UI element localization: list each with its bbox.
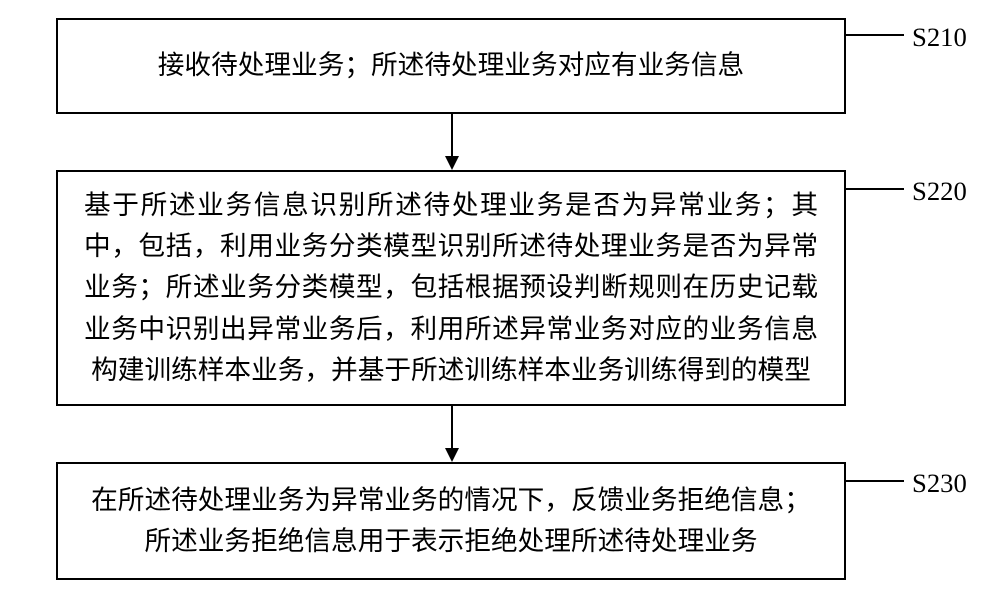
flowchart-canvas: 接收待处理业务；所述待处理业务对应有业务信息 S210 基于所述业务信息识别所述… (0, 0, 1000, 598)
arrow-head-icon (445, 156, 459, 170)
leader-line-s230 (846, 480, 904, 482)
flow-node-s220: 基于所述业务信息识别所述待处理业务是否为异常业务；其中，包括，利用业务分类模型识… (56, 170, 846, 406)
arrow-head-icon (445, 448, 459, 462)
leader-line-s210 (846, 34, 904, 36)
flow-node-s230-text: 在所述待处理业务为异常业务的情况下，反馈业务拒绝信息；所述业务拒绝信息用于表示拒… (84, 480, 818, 563)
flow-node-s230: 在所述待处理业务为异常业务的情况下，反馈业务拒绝信息；所述业务拒绝信息用于表示拒… (56, 462, 846, 580)
flow-node-s210-text: 接收待处理业务；所述待处理业务对应有业务信息 (88, 45, 814, 86)
flow-edge-0 (451, 114, 453, 158)
step-label-s220: S220 (912, 176, 967, 207)
step-label-s210: S210 (912, 22, 967, 53)
flow-edge-1 (451, 406, 453, 450)
step-label-s230: S230 (912, 468, 967, 499)
flow-node-s210: 接收待处理业务；所述待处理业务对应有业务信息 (56, 18, 846, 114)
flow-node-s220-text: 基于所述业务信息识别所述待处理业务是否为异常业务；其中，包括，利用业务分类模型识… (84, 185, 818, 392)
leader-line-s220 (846, 188, 904, 190)
